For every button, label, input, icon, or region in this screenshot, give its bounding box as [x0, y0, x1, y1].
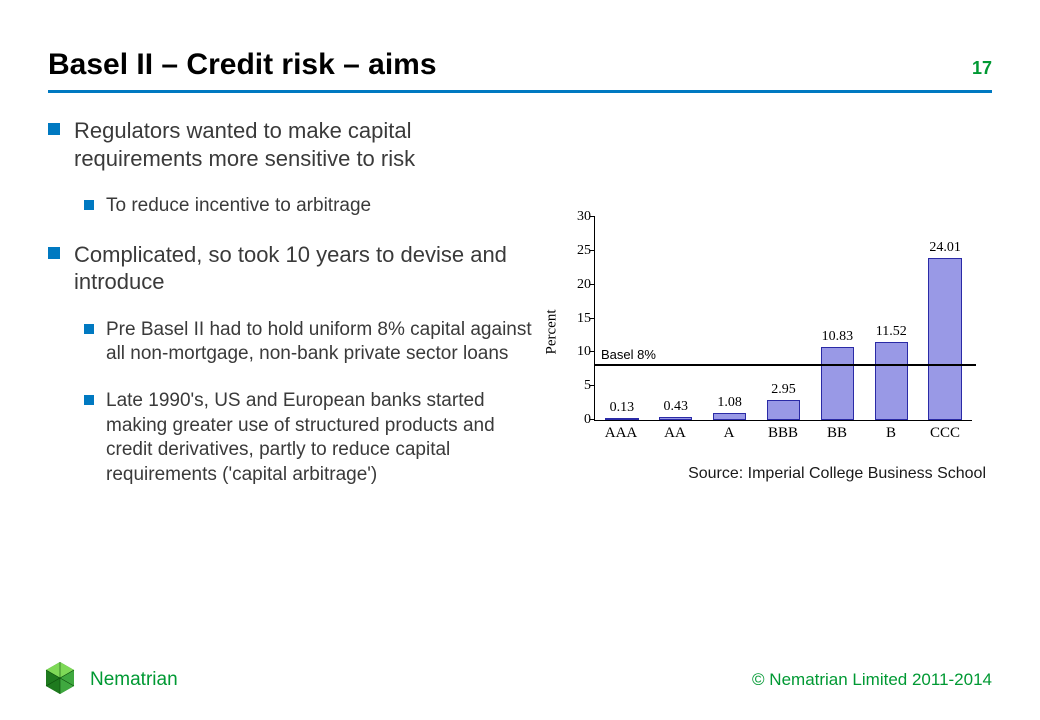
bullet-text: Pre Basel II had to hold uniform 8% capi…: [106, 318, 538, 367]
bullet-item: Regulators wanted to make capital requir…: [48, 117, 538, 172]
ytick-label: 25: [561, 243, 591, 259]
bar: [821, 347, 854, 420]
ytick-label: 10: [561, 344, 591, 360]
bar-slot: 24.01: [918, 217, 972, 420]
ytick-mark: [590, 385, 595, 386]
bullet-marker-icon: [84, 200, 94, 210]
xtick-label: BBB: [756, 425, 810, 447]
bullet-text: Regulators wanted to make capital requir…: [74, 117, 538, 172]
ytick-mark: [590, 216, 595, 217]
ytick-mark: [590, 318, 595, 319]
bar: [713, 413, 746, 420]
xtick-label: BB: [810, 425, 864, 447]
chart-source: Source: Imperial College Business School: [558, 465, 992, 483]
brand-logo-icon: [40, 660, 80, 700]
ytick-mark: [590, 284, 595, 285]
bullet-text: Late 1990's, US and European banks start…: [106, 389, 538, 488]
page-number: 17: [972, 58, 992, 79]
basel-reference-line: [595, 364, 976, 366]
ytick-label: 5: [561, 378, 591, 394]
xtick-label: CCC: [918, 425, 972, 447]
bar-value-label: 10.83: [822, 329, 854, 345]
xtick-label: AAA: [594, 425, 648, 447]
bar: [875, 342, 908, 420]
bar-value-label: 0.43: [664, 399, 689, 415]
bar-slot: 11.52: [864, 217, 918, 420]
bar: [767, 400, 800, 420]
bullet-text: To reduce incentive to arbitrage: [106, 194, 371, 219]
chart-xticks: AAAAAABBBBBBCCC: [594, 425, 972, 447]
bullet-text: Complicated, so took 10 years to devise …: [74, 241, 538, 296]
bar-slot: 2.95: [757, 217, 811, 420]
bar-value-label: 0.13: [610, 400, 635, 416]
bar: [928, 258, 961, 420]
bullet-marker-icon: [84, 395, 94, 405]
bar-value-label: 24.01: [929, 240, 961, 256]
bar-slot: 10.83: [810, 217, 864, 420]
basel-label: Basel 8%: [601, 347, 656, 362]
xtick-label: AA: [648, 425, 702, 447]
ytick-mark: [590, 250, 595, 251]
bar: [605, 418, 638, 420]
ytick-mark: [590, 419, 595, 420]
copyright-text: © Nematrian Limited 2011-2014: [752, 670, 992, 690]
chart-plot-area: 0.130.431.082.9510.8311.5224.01 05101520…: [594, 217, 972, 421]
ytick-label: 20: [561, 277, 591, 293]
bullet-list: Regulators wanted to make capital requir…: [48, 117, 538, 510]
chart-ylabel: Percent: [544, 310, 561, 355]
bullet-marker-icon: [84, 324, 94, 334]
bar: [659, 417, 692, 420]
ytick-label: 0: [561, 412, 591, 428]
chart-bars: 0.13 0.43 1.08 2.95 10.83 11.52 24.01: [595, 217, 972, 420]
credit-risk-chart: Percent 0.130.431.082.9510.8311.5224.01 …: [558, 217, 978, 447]
bullet-item: To reduce incentive to arbitrage: [84, 194, 538, 219]
bar-slot: 0.43: [649, 217, 703, 420]
bar-value-label: 2.95: [771, 382, 796, 398]
bar-slot: 0.13: [595, 217, 649, 420]
bullet-item: Late 1990's, US and European banks start…: [84, 389, 538, 488]
ytick-label: 15: [561, 311, 591, 327]
bullet-marker-icon: [48, 123, 60, 135]
xtick-label: A: [702, 425, 756, 447]
slide-title: Basel II – Credit risk – aims: [48, 48, 437, 82]
ytick-label: 30: [561, 209, 591, 225]
bullet-item: Pre Basel II had to hold uniform 8% capi…: [84, 318, 538, 367]
bullet-marker-icon: [48, 247, 60, 259]
ytick-mark: [590, 351, 595, 352]
bar-slot: 1.08: [703, 217, 757, 420]
xtick-label: B: [864, 425, 918, 447]
brand-name: Nematrian: [90, 669, 178, 691]
bullet-item: Complicated, so took 10 years to devise …: [48, 241, 538, 296]
bar-value-label: 1.08: [717, 395, 742, 411]
bar-value-label: 11.52: [876, 324, 907, 340]
